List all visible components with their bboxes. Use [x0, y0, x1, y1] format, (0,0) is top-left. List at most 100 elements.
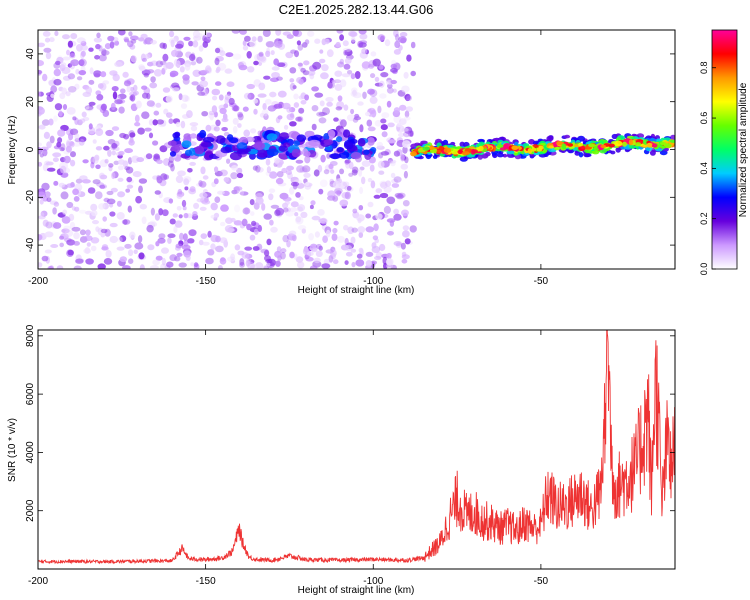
noise-point — [236, 172, 244, 179]
noise-point — [359, 186, 364, 195]
band-point — [328, 129, 336, 138]
noise-point — [73, 196, 80, 202]
band-point — [194, 145, 205, 155]
noise-point — [232, 125, 238, 134]
noise-point — [94, 154, 100, 161]
noise-point — [100, 184, 108, 189]
noise-point — [177, 170, 186, 177]
noise-point — [255, 196, 264, 205]
noise-point — [53, 78, 62, 86]
noise-point — [227, 256, 236, 262]
noise-point — [274, 157, 280, 164]
noise-point — [298, 78, 304, 85]
noise-point — [214, 166, 219, 173]
noise-point — [208, 113, 215, 119]
noise-point — [104, 158, 109, 164]
noise-point — [100, 228, 108, 234]
noise-point — [358, 30, 367, 35]
noise-point — [199, 181, 207, 188]
noise-point — [202, 241, 210, 246]
noise-point — [200, 166, 206, 175]
band-point — [343, 129, 351, 138]
noise-point — [124, 243, 132, 249]
noise-point — [295, 159, 304, 164]
heatmap-x-axis-label: Height of straight line (km) — [298, 285, 415, 296]
noise-point — [64, 229, 74, 237]
noise-point — [344, 57, 352, 64]
noise-point — [175, 175, 184, 184]
noise-point — [257, 224, 263, 233]
noise-point — [53, 180, 59, 186]
noise-point — [106, 190, 114, 196]
noise-point — [38, 107, 45, 115]
band-point — [200, 142, 213, 148]
noise-point — [295, 256, 304, 263]
noise-point — [96, 32, 101, 39]
noise-point — [62, 104, 68, 110]
band-point — [215, 135, 226, 144]
noise-point — [187, 168, 193, 173]
noise-point — [100, 103, 107, 111]
noise-point — [42, 219, 49, 227]
noise-point — [274, 209, 281, 217]
noise-point — [92, 156, 99, 164]
noise-point — [358, 205, 364, 211]
noise-point — [304, 94, 309, 101]
noise-point — [46, 197, 52, 203]
noise-point — [365, 260, 373, 267]
signal-point — [461, 151, 470, 156]
noise-point — [375, 188, 383, 194]
noise-point — [268, 193, 274, 201]
noise-point — [250, 128, 257, 134]
noise-point — [84, 104, 90, 110]
noise-point — [403, 131, 411, 138]
noise-point — [282, 31, 292, 36]
noise-point — [100, 50, 110, 56]
noise-point — [141, 85, 148, 90]
noise-point — [52, 222, 62, 229]
noise-point — [319, 179, 328, 188]
y-tick-label: 40 — [25, 48, 36, 60]
noise-point — [220, 221, 226, 227]
noise-point — [101, 48, 107, 56]
noise-point — [358, 232, 364, 238]
noise-point — [393, 208, 399, 215]
noise-point — [88, 123, 93, 130]
noise-point — [184, 63, 191, 71]
noise-point — [268, 188, 276, 193]
noise-point — [69, 128, 79, 136]
noise-point — [224, 68, 233, 74]
noise-point — [288, 230, 297, 236]
band-point — [291, 149, 301, 158]
noise-point — [394, 40, 401, 49]
noise-point — [135, 100, 142, 109]
noise-point — [79, 59, 85, 65]
noise-point — [91, 210, 98, 217]
noise-point — [171, 49, 178, 57]
noise-point — [386, 252, 392, 260]
snr-y-axis-label: SNR (10 * v/v) — [7, 418, 18, 482]
noise-point — [358, 80, 363, 88]
noise-point — [253, 108, 258, 115]
signal-point — [614, 140, 623, 147]
signal-point — [608, 143, 615, 148]
noise-point — [264, 98, 272, 105]
noise-point — [314, 92, 324, 98]
noise-point — [390, 172, 396, 179]
noise-point — [112, 91, 118, 100]
noise-point — [370, 180, 376, 189]
noise-point — [46, 141, 52, 149]
noise-point — [70, 33, 78, 40]
noise-point — [239, 30, 247, 35]
noise-point — [41, 119, 50, 126]
noise-point — [390, 67, 398, 73]
noise-point — [273, 103, 283, 109]
noise-point — [410, 70, 417, 77]
colorbar-ticks: 0.0 0.2 0.4 0.6 0.8 — [699, 61, 716, 275]
noise-point — [350, 108, 355, 115]
noise-point — [401, 85, 410, 93]
noise-point — [189, 53, 196, 62]
noise-point — [290, 181, 300, 187]
noise-point — [261, 203, 266, 211]
noise-point — [38, 42, 45, 48]
